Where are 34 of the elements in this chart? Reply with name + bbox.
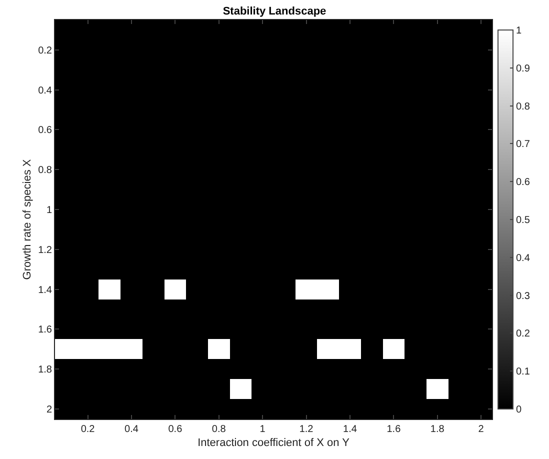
y-tick-label: 0.6 [38,125,52,136]
x-tick-label: 1 [260,424,266,435]
y-tick-label: 1.4 [38,284,52,296]
y-tick-label: 0.4 [38,85,52,96]
x-tick-label: 0.8 [212,424,226,435]
x-tick-label: 1.8 [430,424,445,435]
y-tick-label: 1.6 [38,324,52,336]
x-tick-label: 0.2 [80,424,96,435]
color-bar-label: 0.1 [516,366,530,378]
color-bar-label: 0.5 [516,215,530,226]
color-bar-label: 0.8 [516,101,530,112]
x-tick-label: 2 [478,424,484,435]
y-tick-label: 0.2 [38,45,52,56]
chart-title: Stability Landscape [222,6,326,18]
x-axis-title: Interaction coefficient of X on Y [198,437,350,450]
x-tick-label: 1.2 [299,424,314,435]
x-tick-label: 0.4 [124,424,139,435]
color-bar-label: 0.6 [516,177,530,188]
y-tick-label: 0.8 [38,165,52,176]
y-tick-label: 1.8 [38,364,52,376]
color-bar-label: 0.9 [516,63,530,74]
y-tick-label: 1 [46,205,52,216]
x-tick-label: 1.6 [386,424,402,435]
y-axis-title: Growth rate of species X [22,158,34,280]
color-bar-label: 0.4 [516,252,530,264]
color-bar-label: 0.3 [516,290,530,302]
x-tick-label: 1.4 [343,424,358,435]
x-tick-label: 0.6 [168,424,183,435]
color-bar-label: 0 [516,404,522,416]
y-tick-label: 1.2 [38,244,52,256]
color-bar-label: 1 [516,26,522,36]
color-bar-label: 0.7 [516,139,530,150]
color-bar-label: 0.2 [516,328,530,340]
y-tick-label: 2 [46,404,52,416]
